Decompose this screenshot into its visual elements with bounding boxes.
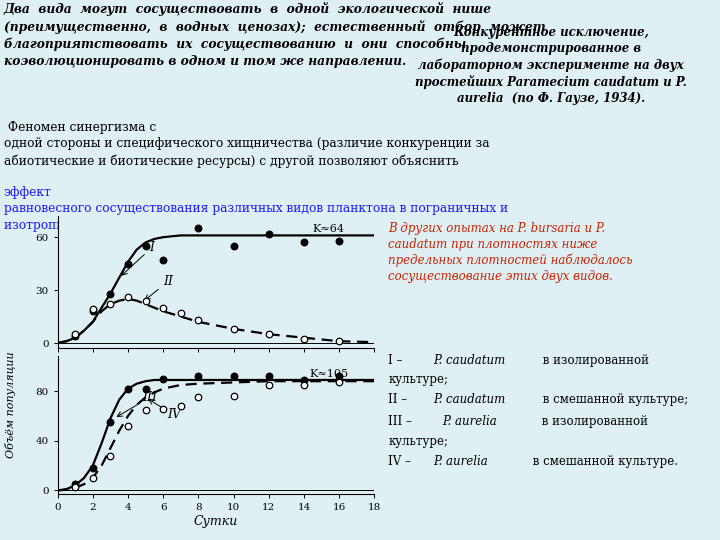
- Point: [87, 307, 99, 315]
- Point: [158, 374, 169, 383]
- Point: [104, 451, 116, 460]
- Point: [175, 402, 186, 410]
- Text: в смешанной культуре;: в смешанной культуре;: [539, 393, 688, 406]
- Point: [69, 482, 81, 491]
- Text: IV: IV: [149, 400, 181, 421]
- Point: [158, 256, 169, 265]
- Text: в изолированной: в изолированной: [539, 354, 649, 367]
- Text: I –: I –: [388, 354, 410, 367]
- Text: IV –: IV –: [388, 455, 415, 468]
- Point: [228, 392, 239, 401]
- Text: K≈105: K≈105: [310, 369, 348, 380]
- Point: [87, 474, 99, 482]
- Text: Феномен синергизма с
одной стороны и специфического хищничества (различие конкур: Феномен синергизма с одной стороны и спе…: [4, 121, 490, 167]
- Text: I: I: [122, 241, 154, 275]
- Text: В других опытах на P. bursaria и P.
caudatum при плотностях ниже
предельных плот: В других опытах на P. bursaria и P. caud…: [388, 222, 633, 284]
- Point: [333, 237, 345, 245]
- Text: Конкурентное исключение,
продемонстрированное в
лабораторном эксперименте на дву: Конкурентное исключение, продемонстриров…: [415, 26, 687, 105]
- Point: [104, 300, 116, 308]
- Point: [122, 422, 134, 430]
- Point: [263, 230, 274, 238]
- Point: [193, 316, 204, 325]
- Point: [298, 238, 310, 247]
- Point: [158, 303, 169, 312]
- Text: Объём популяции: Объём популяции: [5, 351, 17, 457]
- Point: [104, 418, 116, 427]
- Point: [140, 384, 151, 393]
- Point: [87, 305, 99, 314]
- Text: P. caudatum: P. caudatum: [433, 393, 505, 406]
- Text: P. aurelia: P. aurelia: [442, 415, 497, 428]
- Text: III: III: [117, 391, 157, 416]
- Point: [122, 293, 134, 301]
- Point: [298, 381, 310, 389]
- Point: [69, 330, 81, 339]
- Point: [193, 393, 204, 402]
- Text: в смешанной культуре.: в смешанной культуре.: [529, 455, 678, 468]
- Text: K≈64: K≈64: [312, 224, 345, 234]
- Point: [87, 464, 99, 472]
- Point: [158, 404, 169, 413]
- Text: P. aurelia: P. aurelia: [433, 455, 488, 468]
- Point: [228, 325, 239, 333]
- Point: [263, 372, 274, 381]
- Point: [193, 224, 204, 233]
- Text: III –: III –: [388, 415, 416, 428]
- Text: эффект
равновесного сосуществования различных видов планктона в пограничных и
из: эффект равновесного сосуществования разл…: [4, 186, 508, 232]
- Point: [175, 309, 186, 318]
- Point: [228, 372, 239, 381]
- Point: [122, 259, 134, 268]
- Point: [263, 330, 274, 339]
- Point: [333, 337, 345, 346]
- Point: [140, 296, 151, 305]
- Point: [69, 480, 81, 489]
- Point: [228, 242, 239, 251]
- Point: [140, 242, 151, 251]
- Point: [193, 372, 204, 381]
- Point: [298, 335, 310, 344]
- Point: [298, 376, 310, 384]
- Point: [69, 332, 81, 340]
- Text: II: II: [145, 275, 174, 300]
- Text: культуре;: культуре;: [388, 373, 449, 386]
- Text: культуре;: культуре;: [388, 435, 449, 448]
- Point: [140, 406, 151, 414]
- Text: P. caudatum: P. caudatum: [433, 354, 505, 367]
- X-axis label: Сутки: Сутки: [194, 515, 238, 528]
- Point: [333, 378, 345, 387]
- Text: в изолированной: в изолированной: [538, 415, 648, 428]
- Point: [122, 384, 134, 393]
- Text: II –: II –: [388, 393, 411, 406]
- Point: [263, 381, 274, 389]
- Point: [104, 289, 116, 298]
- Point: [333, 372, 345, 381]
- Text: Два  вида  могут  сосуществовать  в  одной  экологической  нише
(преимущественно: Два вида могут сосуществовать в одной эк…: [4, 2, 546, 68]
